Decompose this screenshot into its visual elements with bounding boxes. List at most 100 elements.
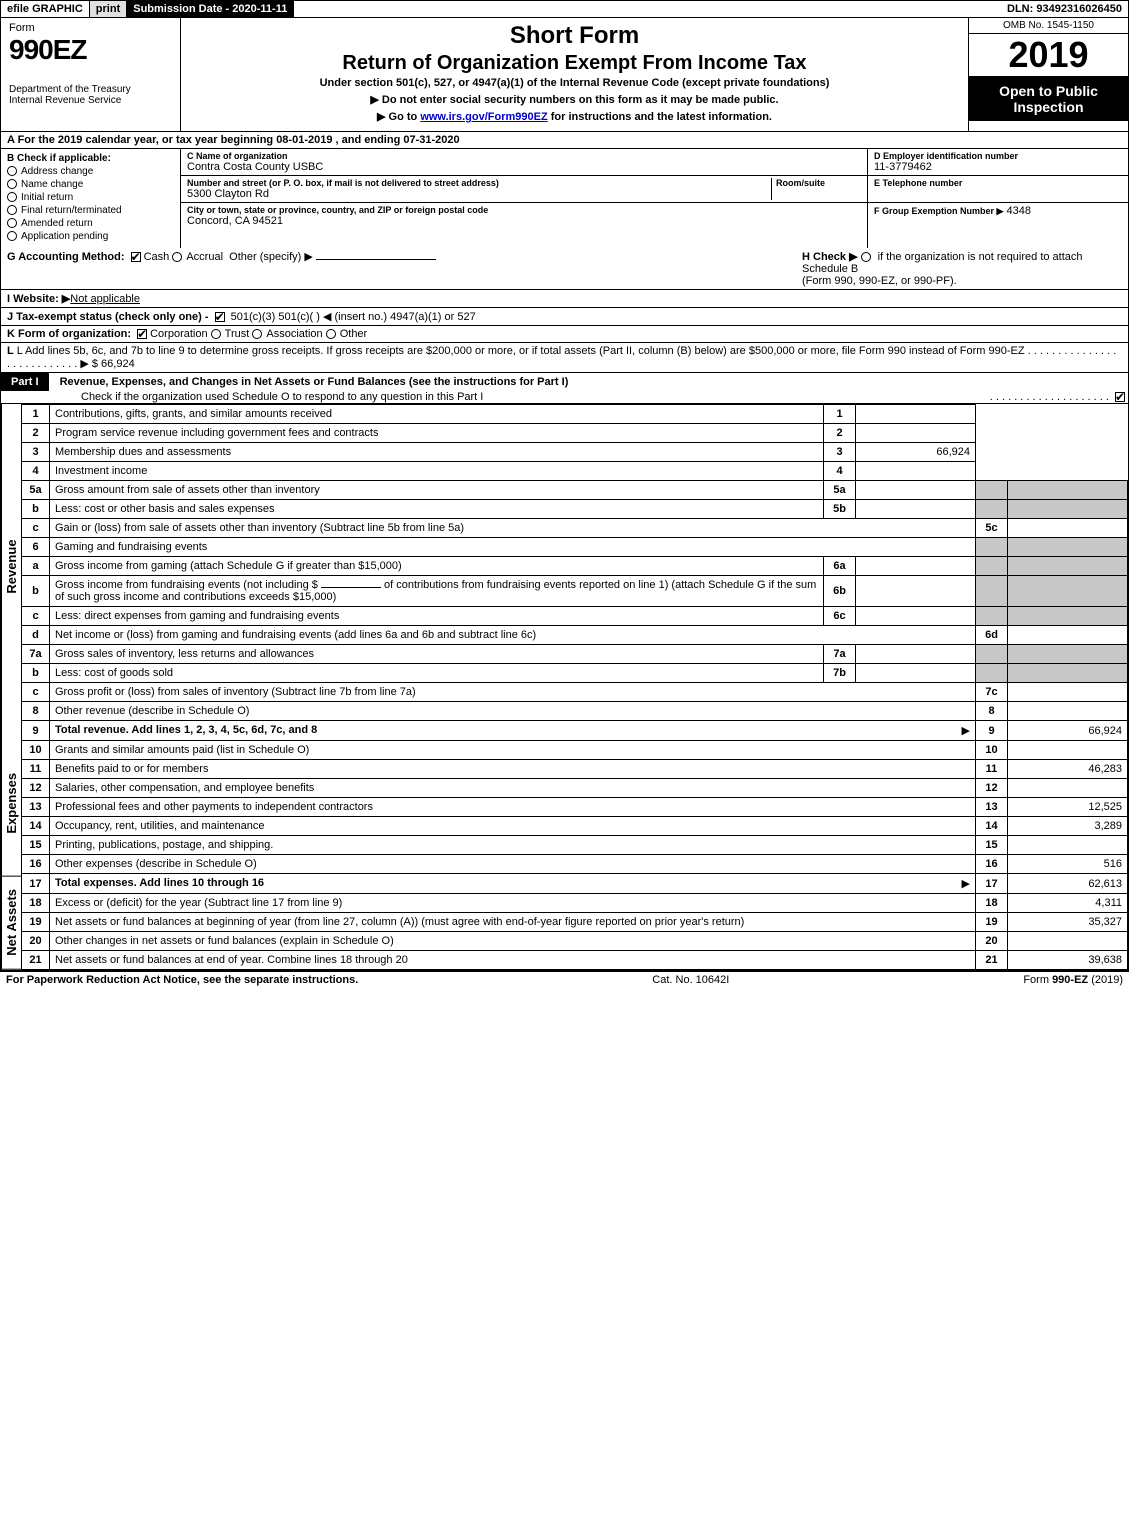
table-row: aGross income from gaming (attach Schedu…: [22, 557, 1128, 576]
open-to-public: Open to Public Inspection: [969, 77, 1128, 121]
footer-right: Form 990-EZ (2019): [1023, 974, 1123, 986]
street-address: 5300 Clayton Rd: [187, 188, 771, 200]
top-bar: efile GRAPHIC print Submission Date - 20…: [0, 0, 1129, 18]
line-k: K Form of organization: Corporation Trus…: [0, 326, 1129, 343]
website-value: Not applicable: [70, 293, 140, 305]
form-number: 990EZ: [9, 34, 172, 66]
table-row: 9Total revenue. Add lines 1, 2, 3, 4, 5c…: [22, 721, 1128, 741]
line-i: I Website: ▶Not applicable: [0, 290, 1129, 308]
g-label: G Accounting Method:: [7, 251, 125, 263]
part1-label: Part I: [1, 373, 49, 391]
vtab-netassets: Net Assets: [1, 876, 21, 970]
table-row: cGross profit or (loss) from sales of in…: [22, 683, 1128, 702]
short-form-title: Short Form: [189, 22, 960, 50]
group-label: F Group Exemption Number ▶: [874, 206, 1003, 216]
table-row: cLess: direct expenses from gaming and f…: [22, 607, 1128, 626]
check-501c3[interactable]: [215, 312, 225, 322]
check-name-change[interactable]: Name change: [7, 179, 174, 190]
line-l: L L Add lines 5b, 6c, and 7b to line 9 t…: [0, 343, 1129, 373]
ein-value: 11-3779462: [874, 161, 1122, 173]
vtab-revenue: Revenue: [1, 404, 21, 730]
table-row: 8Other revenue (describe in Schedule O)8: [22, 702, 1128, 721]
entity-info: B Check if applicable: Address change Na…: [0, 149, 1129, 248]
part1-check-line: Check if the organization used Schedule …: [1, 391, 483, 403]
return-title: Return of Organization Exempt From Incom…: [189, 52, 960, 75]
submission-date: Submission Date - 2020-11-11: [127, 1, 294, 17]
lines-table: 1Contributions, gifts, grants, and simil…: [21, 404, 1128, 970]
check-association[interactable]: [252, 329, 262, 339]
part1-header: Part I Revenue, Expenses, and Changes in…: [0, 373, 1129, 404]
city-label: City or town, state or province, country…: [187, 205, 861, 215]
table-row: 4Investment income4: [22, 462, 1128, 481]
check-other[interactable]: [326, 329, 336, 339]
check-schedule-o[interactable]: [1115, 392, 1125, 402]
table-row: dNet income or (loss) from gaming and fu…: [22, 626, 1128, 645]
table-row: 14Occupancy, rent, utilities, and mainte…: [22, 817, 1128, 836]
omb-number: OMB No. 1545-1150: [969, 18, 1128, 34]
table-row: 21Net assets or fund balances at end of …: [22, 951, 1128, 970]
table-row: 2Program service revenue including gover…: [22, 424, 1128, 443]
org-name: Contra Costa County USBC: [187, 161, 861, 173]
box-b-title: B Check if applicable:: [7, 153, 174, 164]
check-h[interactable]: [861, 252, 871, 262]
table-row: 7aGross sales of inventory, less returns…: [22, 645, 1128, 664]
table-row: bLess: cost or other basis and sales exp…: [22, 500, 1128, 519]
line-j: J Tax-exempt status (check only one) - 5…: [0, 308, 1129, 326]
table-row: bGross income from fundraising events (n…: [22, 576, 1128, 607]
street-label: Number and street (or P. O. box, if mail…: [187, 178, 771, 188]
check-amended-return[interactable]: Amended return: [7, 218, 174, 229]
dept-label: Department of the Treasury: [9, 84, 172, 95]
print-button[interactable]: print: [90, 1, 127, 17]
org-name-label: C Name of organization: [187, 151, 861, 161]
check-trust[interactable]: [211, 329, 221, 339]
phone-label: E Telephone number: [874, 178, 1122, 188]
table-row: 3Membership dues and assessments366,924: [22, 443, 1128, 462]
group-number: 4348: [1007, 205, 1031, 217]
irs-label: Internal Revenue Service: [9, 95, 172, 106]
table-row: cGain or (loss) from sale of assets othe…: [22, 519, 1128, 538]
line-a: A For the 2019 calendar year, or tax yea…: [0, 132, 1129, 149]
room-label: Room/suite: [776, 178, 861, 188]
city-state-zip: Concord, CA 94521: [187, 215, 861, 227]
form-word: Form: [9, 22, 172, 34]
page-footer: For Paperwork Reduction Act Notice, see …: [0, 971, 1129, 988]
irs-link[interactable]: www.irs.gov/Form990EZ: [420, 111, 547, 123]
check-cash[interactable]: [131, 252, 141, 262]
table-row: 11Benefits paid to or for members1146,28…: [22, 760, 1128, 779]
footer-left: For Paperwork Reduction Act Notice, see …: [6, 974, 358, 986]
efile-label: efile GRAPHIC: [1, 1, 90, 17]
table-row: 1Contributions, gifts, grants, and simil…: [22, 405, 1128, 424]
no-ssn-note: ▶ Do not enter social security numbers o…: [189, 93, 960, 106]
tax-year: 2019: [969, 34, 1128, 77]
phone-value: [874, 188, 1122, 200]
table-row: 5aGross amount from sale of assets other…: [22, 481, 1128, 500]
table-row: 12Salaries, other compensation, and empl…: [22, 779, 1128, 798]
h-label: H Check ▶: [802, 251, 858, 263]
check-initial-return[interactable]: Initial return: [7, 192, 174, 203]
check-accrual[interactable]: [172, 252, 182, 262]
ein-label: D Employer identification number: [874, 151, 1122, 161]
table-row: bLess: cost of goods sold7b: [22, 664, 1128, 683]
table-row: 19Net assets or fund balances at beginni…: [22, 913, 1128, 932]
line-g-h: G Accounting Method: Cash Accrual Other …: [0, 248, 1129, 290]
table-row: 16Other expenses (describe in Schedule O…: [22, 855, 1128, 874]
table-row: 20Other changes in net assets or fund ba…: [22, 932, 1128, 951]
dln-number: DLN: 93492316026450: [1001, 1, 1128, 17]
vtab-expenses: Expenses: [1, 730, 21, 877]
check-corporation[interactable]: [137, 329, 147, 339]
goto-link-line: ▶ Go to www.irs.gov/Form990EZ for instru…: [189, 110, 960, 123]
table-row: 10Grants and similar amounts paid (list …: [22, 741, 1128, 760]
under-section: Under section 501(c), 527, or 4947(a)(1)…: [189, 77, 960, 89]
table-row: 17Total expenses. Add lines 10 through 1…: [22, 874, 1128, 894]
h-text3: (Form 990, 990-EZ, or 990-PF).: [802, 275, 957, 287]
check-application-pending[interactable]: Application pending: [7, 231, 174, 242]
part1-body: Revenue Expenses Net Assets 1Contributio…: [0, 404, 1129, 971]
check-final-return[interactable]: Final return/terminated: [7, 205, 174, 216]
form-header: Form 990EZ Department of the Treasury In…: [0, 18, 1129, 132]
table-row: 6Gaming and fundraising events: [22, 538, 1128, 557]
table-row: 18Excess or (deficit) for the year (Subt…: [22, 894, 1128, 913]
part1-title: Revenue, Expenses, and Changes in Net As…: [52, 376, 569, 388]
table-row: 15Printing, publications, postage, and s…: [22, 836, 1128, 855]
check-address-change[interactable]: Address change: [7, 166, 174, 177]
table-row: 13Professional fees and other payments t…: [22, 798, 1128, 817]
